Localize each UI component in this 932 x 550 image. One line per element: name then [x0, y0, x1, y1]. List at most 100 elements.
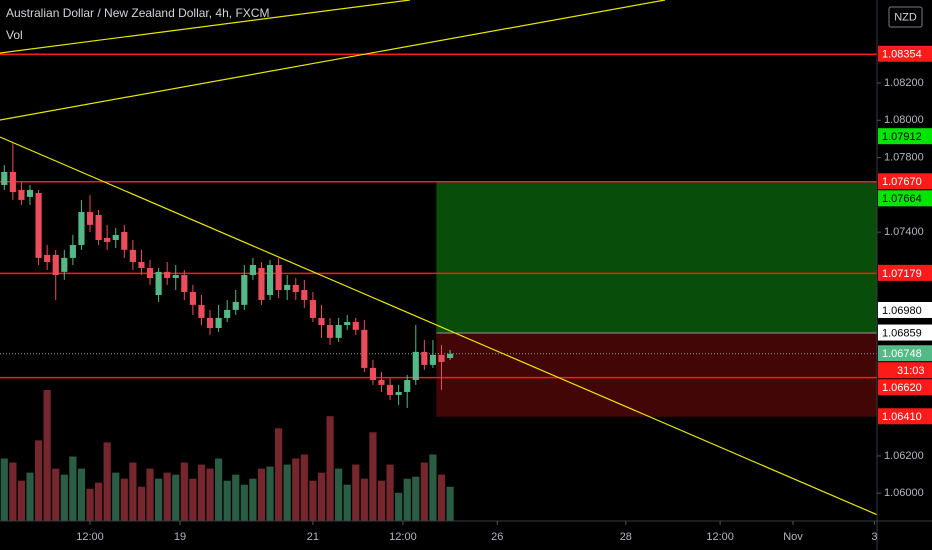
price-label-badge	[878, 301, 932, 318]
candle-body	[386, 384, 394, 395]
volume-bar	[129, 462, 137, 521]
candle-body	[309, 300, 316, 318]
candle-body	[361, 329, 368, 368]
candle-body	[335, 325, 342, 338]
candle-body	[369, 367, 377, 381]
volume-bar	[103, 442, 111, 521]
countdown-badge	[878, 362, 932, 379]
x-tick-label: Nov	[783, 531, 803, 543]
volume-bar	[300, 454, 308, 521]
price-label: 1.07670	[882, 176, 922, 188]
y-tick-label: 1.08000	[884, 114, 924, 126]
y-tick-label: 1.06200	[884, 450, 924, 462]
price-label: 1.06410	[882, 411, 922, 423]
price-label-badge	[878, 379, 932, 396]
candle-body	[292, 284, 299, 293]
x-tick-label: 19	[174, 531, 186, 543]
candle-body	[318, 317, 325, 326]
volume-bar	[34, 440, 43, 521]
volume-bar	[249, 478, 257, 521]
volume-bar	[9, 462, 17, 521]
volume-bar	[240, 484, 248, 521]
volume-bar	[154, 478, 163, 521]
candle-body	[44, 254, 51, 262]
y-tick-label: 1.07800	[884, 151, 924, 163]
price-label-badge	[878, 264, 932, 281]
volume-bar	[172, 474, 180, 521]
candle-body	[241, 275, 248, 305]
candle-body	[104, 237, 111, 243]
x-tick-label: 12:00	[389, 531, 417, 543]
price-label-badge	[878, 345, 932, 362]
volume-bar	[275, 428, 283, 521]
candle-body	[344, 322, 351, 326]
candle-body	[52, 254, 59, 276]
volume-bar	[412, 476, 420, 521]
volume-bar	[112, 472, 120, 521]
volume-bar	[317, 472, 326, 521]
price-label: 1.07912	[882, 131, 922, 143]
price-label-badge	[878, 173, 932, 190]
volume-bar	[86, 488, 94, 521]
currency-label[interactable]: NZD	[894, 11, 917, 23]
countdown-label: 31:03	[897, 365, 925, 377]
chart-title: Australian Dollar / New Zealand Dollar, …	[6, 6, 269, 20]
x-tick-label: 3	[871, 531, 877, 543]
volume-bar	[395, 492, 403, 521]
candle-body	[26, 190, 34, 197]
x-tick-label: 12:00	[706, 531, 734, 543]
volume-bar	[283, 464, 291, 521]
candle-body	[181, 275, 188, 293]
volume-bar	[206, 468, 214, 521]
price-label: 1.07664	[882, 193, 922, 205]
trend-line	[0, 0, 666, 121]
price-label: 1.06748	[882, 348, 922, 360]
candle-body	[395, 391, 402, 395]
volume-bar	[232, 474, 240, 521]
candle-body	[215, 317, 222, 329]
candle-body	[18, 190, 25, 200]
volume-bar	[309, 480, 317, 521]
candle-body	[95, 215, 102, 240]
candle-body	[249, 264, 256, 276]
candle-body	[429, 354, 437, 365]
price-label: 1.06620	[882, 382, 922, 394]
candle-body	[326, 325, 334, 338]
candle-body	[112, 234, 119, 240]
volume-bar	[69, 456, 77, 521]
volume-bar	[403, 478, 411, 521]
volume-bar	[189, 478, 197, 521]
volume-bar	[360, 478, 368, 521]
axes: 1.06000 1.06200 1.07400 1.07800 1.08000 1.082…	[76, 45, 932, 543]
candle-body	[69, 245, 76, 258]
price-label-badge	[878, 190, 932, 207]
candle-body	[404, 380, 411, 392]
candle-body	[129, 249, 136, 262]
position-loss-zone	[436, 333, 877, 417]
currency-badge[interactable]	[888, 6, 923, 28]
volume-bar	[369, 432, 377, 521]
volume-bar	[60, 474, 68, 521]
volume-bar	[197, 464, 206, 521]
volume-bar	[0, 458, 8, 521]
candle-body	[198, 304, 205, 318]
volume-bar	[17, 480, 26, 521]
volume-bar	[120, 478, 128, 521]
volume-bar	[335, 468, 343, 521]
candle-body	[86, 212, 94, 225]
candle-body	[78, 212, 85, 246]
volume-bar	[77, 468, 86, 521]
price-label-badge	[878, 128, 932, 145]
volume-bar	[386, 464, 394, 521]
volume-bar	[429, 454, 437, 521]
candle-body	[146, 267, 154, 279]
volume-bar	[146, 468, 154, 521]
y-tick-label: 1.08200	[884, 77, 924, 89]
volume-bar	[446, 486, 454, 521]
volume-bar	[257, 468, 266, 521]
candle-body	[61, 257, 68, 272]
volume-bar	[26, 472, 34, 521]
plot-area	[0, 53, 877, 521]
